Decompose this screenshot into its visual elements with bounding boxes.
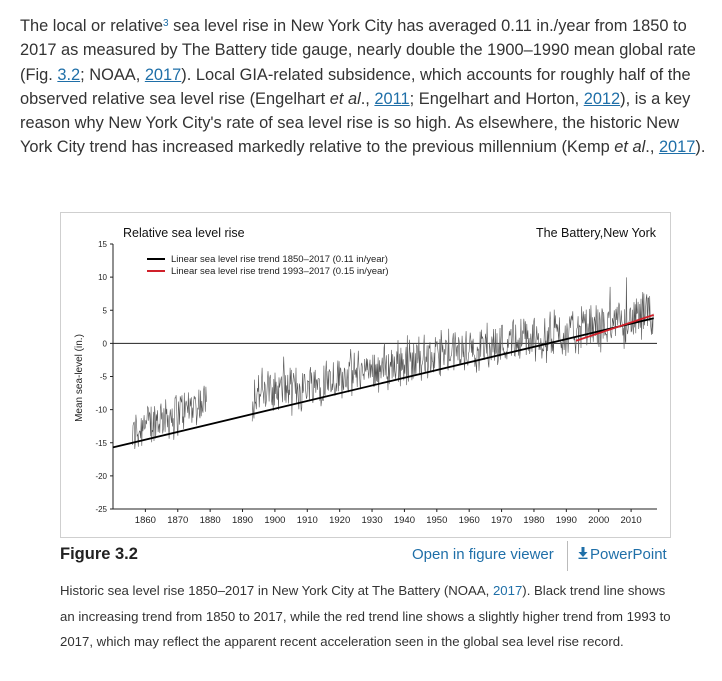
para-text-5: ., [360,89,375,108]
x-tick-label: 1910 [297,515,318,526]
open-figure-viewer-link[interactable]: Open in figure viewer [412,546,554,563]
x-tick-label: 1900 [264,515,285,526]
observed-sea-level-series [251,277,654,422]
download-icon [578,546,588,563]
para-text-6: ; Engelhart and Horton, [409,89,584,108]
chart-legend: Linear sea level rise trend 1850–2017 (0… [147,254,389,277]
kemp-2017-link[interactable]: 2017 [658,138,696,157]
y-tick-label: -20 [95,472,107,481]
et-al-1: et al [329,89,361,108]
powerpoint-link[interactable]: PowerPoint [578,546,667,563]
caption-text-1: Historic sea level rise 1850–2017 in New… [60,583,493,598]
caption-noaa-link[interactable]: 2017 [492,583,523,598]
footer-divider [567,541,568,571]
x-tick-label: 1890 [232,515,253,526]
figure-caption: Historic sea level rise 1850–2017 in New… [60,578,672,655]
x-tick-label: 1870 [167,515,188,526]
y-tick-label: -5 [100,373,108,382]
y-tick-label: 10 [98,273,107,282]
footnote-ref: 3 [163,18,169,29]
x-tick-label: 1980 [523,515,544,526]
sea-level-chart: Relative sea level rise The Battery,New … [74,226,657,526]
x-tick-label: 2010 [621,515,642,526]
trend-line-1993-2017 [575,314,655,342]
x-tick-label: 2000 [588,515,609,526]
figure-link[interactable]: 3.2 [57,65,81,84]
legend-label: Linear sea level rise trend 1993–2017 (0… [171,266,389,277]
y-tick-label: -25 [95,505,107,514]
para-text-1: The local or relative [20,17,164,35]
legend-label: Linear sea level rise trend 1850–2017 (0… [171,254,388,265]
x-tick-label: 1960 [459,515,480,526]
x-tick-label: 1990 [556,515,577,526]
figure-image[interactable]: Relative sea level rise The Battery,New … [60,212,671,538]
chart-title: Relative sea level rise [123,226,245,240]
chart-axes: 15 10 5 0 -5 -10 -15 -20 -25 1860 1870 1880 1890 1900… [95,240,657,526]
para-text-7: ), is a key reason why New York City's r… [20,89,691,157]
engelhart-horton-2012-link[interactable]: 2012 [583,89,621,108]
et-al-2: et al [614,138,646,157]
x-tick-label: 1880 [200,515,221,526]
x-tick-label: 1860 [135,515,156,526]
y-tick-label: 5 [103,306,108,315]
para-text-9: ). [695,138,706,157]
figure-footer: Figure 3.2 Open in figure viewer PowerPo… [60,541,670,571]
caption-text-2: ). Black trend line shows an increasing … [60,583,671,649]
y-tick-label: -15 [95,439,107,448]
y-axis-label: Mean sea-level (in.) [74,334,85,422]
x-tick-label: 1940 [394,515,415,526]
figure-label: Figure 3.2 [60,545,138,563]
trend-line-1850-2017 [112,317,654,449]
chart-location: The Battery,New York [536,226,657,240]
y-tick-label: 0 [103,339,108,348]
x-tick-label: 1970 [491,515,512,526]
para-text-4: ). Local GIA-related subsidence, which a… [20,65,691,108]
y-tick-label: 15 [98,240,107,249]
x-tick-label: 1920 [329,515,350,526]
powerpoint-label: PowerPoint [590,546,667,563]
noaa-citation-link[interactable]: 2017 [144,65,182,84]
article-paragraph: The local or relative3 sea level rise in… [20,14,710,160]
observed-sea-level-series [132,385,207,450]
x-tick-label: 1930 [361,515,382,526]
engelhart-2011-link[interactable]: 2011 [374,89,410,108]
y-tick-label: -10 [95,406,107,415]
footnote-link[interactable]: 3 [163,18,169,29]
chart-plot-area [112,277,655,450]
para-text-2: sea level rise in New York City has aver… [20,17,696,84]
x-tick-label: 1950 [426,515,447,526]
para-text-8: ., [645,138,659,157]
para-text-3: ; NOAA, [80,65,145,84]
